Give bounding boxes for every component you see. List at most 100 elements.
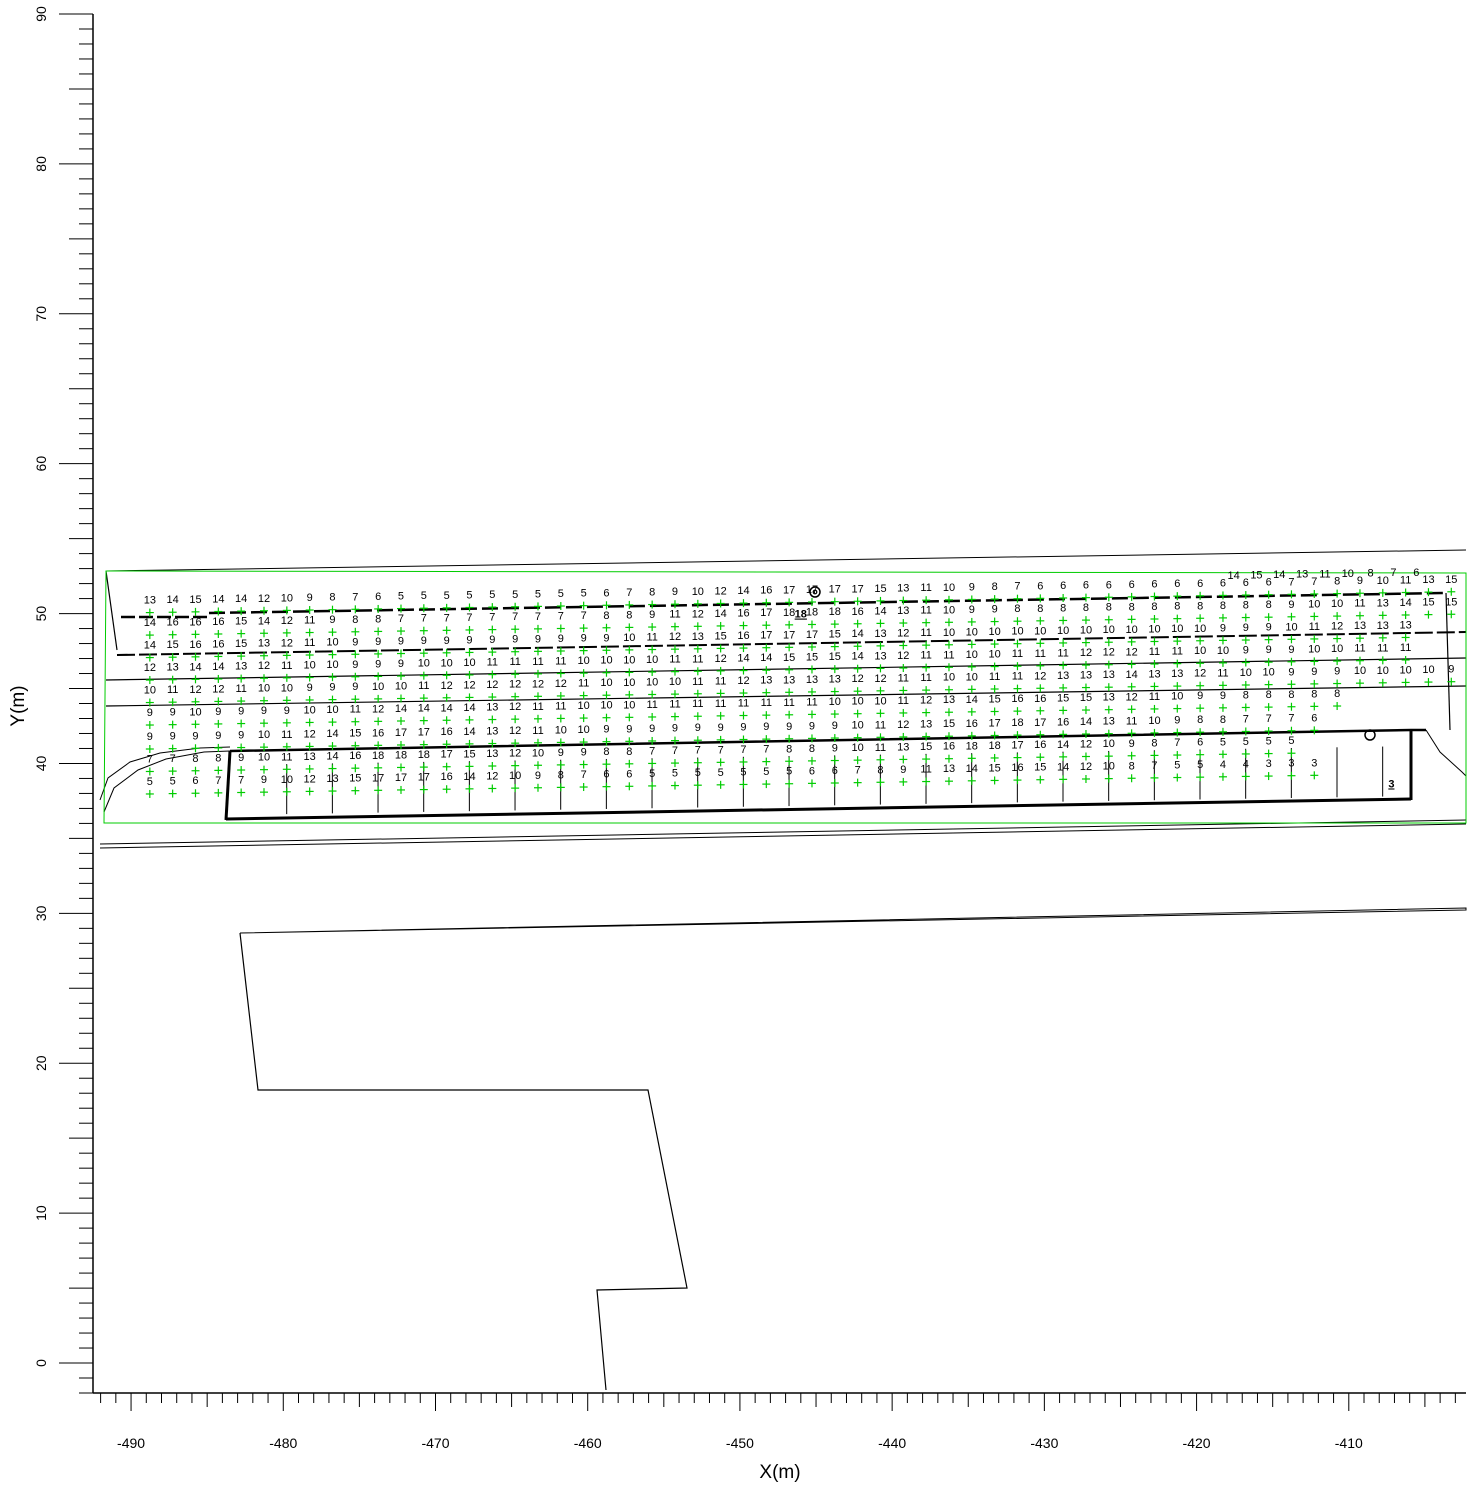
contour-value: 14 [395, 703, 407, 715]
contour-value: 9 [626, 723, 632, 735]
contour-value: 12 [852, 673, 864, 685]
x-tick-label: -430 [1030, 1435, 1058, 1451]
contour-value: 8 [809, 743, 815, 755]
contour-value: 11 [646, 699, 657, 711]
contour-value: 9 [535, 633, 541, 645]
contour-value: 9 [1174, 715, 1180, 727]
contour-value: 16 [737, 630, 749, 642]
contour-value: 16 [737, 608, 749, 620]
contour-value: 11 [281, 751, 292, 763]
contour-value: 8 [1243, 689, 1249, 701]
contour-value: 10 [258, 729, 270, 741]
contour-value: 8 [1368, 568, 1374, 580]
contour-value: 9 [1220, 690, 1226, 702]
contour-value: 11 [692, 698, 703, 710]
road-edge-line-2 [99, 823, 1467, 849]
contour-value: 10 [189, 706, 201, 718]
contour-value: 11 [235, 683, 246, 695]
contour-value: 9 [147, 731, 153, 743]
contour-value: 6 [1106, 579, 1112, 591]
contour-value: 12 [555, 678, 567, 690]
contour-value: 11 [1035, 648, 1046, 660]
contour-value: 9 [809, 720, 815, 732]
contour-value: 7 [1288, 713, 1294, 725]
x-tick-label: -480 [269, 1435, 297, 1451]
contour-value: 6 [809, 765, 815, 777]
contour-value: 9 [558, 747, 564, 759]
contour-value: 11 [304, 637, 315, 649]
contour-value: 10 [829, 696, 841, 708]
contour-value: 13 [486, 702, 498, 714]
contour-value: 8 [352, 614, 358, 626]
contour-value: 10 [441, 657, 453, 669]
contour-value: 10 [989, 649, 1001, 661]
contour-value: 7 [1174, 737, 1180, 749]
contour-value: 5 [421, 590, 427, 602]
contour-value: 8 [649, 587, 655, 599]
contour-value: 5 [444, 590, 450, 602]
contour-value: 8 [992, 581, 998, 593]
contour-value: 8 [1334, 576, 1340, 588]
road-edge-line [99, 819, 1467, 845]
contour-value: 12 [281, 637, 293, 649]
contour-value: 15 [349, 773, 361, 785]
contour-value: 5 [740, 766, 746, 778]
contour-value: 9 [352, 681, 358, 693]
contour-value: 12 [715, 653, 727, 665]
contour-value: 8 [1037, 603, 1043, 615]
contour-value: 13 [1103, 716, 1115, 728]
y-tick-label: 30 [33, 905, 49, 921]
contour-value: 8 [626, 609, 632, 621]
contour-value: 17 [418, 772, 430, 784]
y-tick-label: 20 [33, 1055, 49, 1071]
contour-value: 9 [786, 721, 792, 733]
contour-value: 6 [1151, 579, 1157, 591]
contour-value: 9 [581, 633, 587, 645]
contour-value: 13 [897, 741, 909, 753]
contour-value: 17 [372, 772, 384, 784]
contour-value: 14 [1057, 761, 1069, 773]
contour-value: 13 [897, 583, 909, 595]
contour-value: 11 [669, 609, 680, 621]
contour-value: 15 [1080, 692, 1092, 704]
contour-value: 15 [806, 651, 818, 663]
contour-value: 10 [144, 685, 156, 697]
contour-value: 13 [1377, 620, 1389, 632]
contour-value: 13 [1080, 670, 1092, 682]
contour-value: 9 [352, 659, 358, 671]
contour-value: 17 [783, 629, 795, 641]
contour-value: 10 [463, 657, 475, 669]
contour-value: 9 [444, 635, 450, 647]
contour-value: 17 [760, 630, 772, 642]
contour-value: 14 [852, 651, 864, 663]
contour-value: 11 [1319, 568, 1330, 580]
contour-value: 10 [1194, 623, 1206, 635]
contour-value: 18 [783, 607, 795, 619]
contour-value-labels: 6 7 8 10 11 13 14 15 14 13 14 15 14 14 12 10 9 8 7 6 5 5 5 5 5 5 5… [144, 567, 1458, 788]
contour-value: 11 [1377, 642, 1388, 654]
contour-value: 10 [326, 704, 338, 716]
building-footprint [239, 907, 1467, 934]
contour-value: 10 [1080, 625, 1092, 637]
contour-value: 9 [261, 774, 267, 786]
contour-value: 11 [1126, 715, 1137, 727]
contour-value: 6 [832, 765, 838, 777]
contour-value: 10 [852, 742, 864, 754]
left-curve-inner [103, 750, 231, 813]
contour-value: 6 [1413, 567, 1419, 579]
contour-value: 9 [170, 707, 176, 719]
contour-value: 10 [943, 604, 955, 616]
contour-value: 12 [509, 701, 521, 713]
contour-value: 11 [281, 660, 292, 672]
contour-value: 14 [874, 605, 886, 617]
contour-value: 18 [989, 740, 1001, 752]
contour-value: 11 [898, 672, 909, 684]
contour-value: 12 [189, 684, 201, 696]
contour-value: 16 [1034, 693, 1046, 705]
contour-value: 8 [1083, 602, 1089, 614]
contour-value: 5 [763, 766, 769, 778]
contour-value: 14 [258, 615, 270, 627]
contour-value: 10 [600, 677, 612, 689]
contour-value: 9 [1288, 599, 1294, 611]
contour-value: 9 [261, 705, 267, 717]
